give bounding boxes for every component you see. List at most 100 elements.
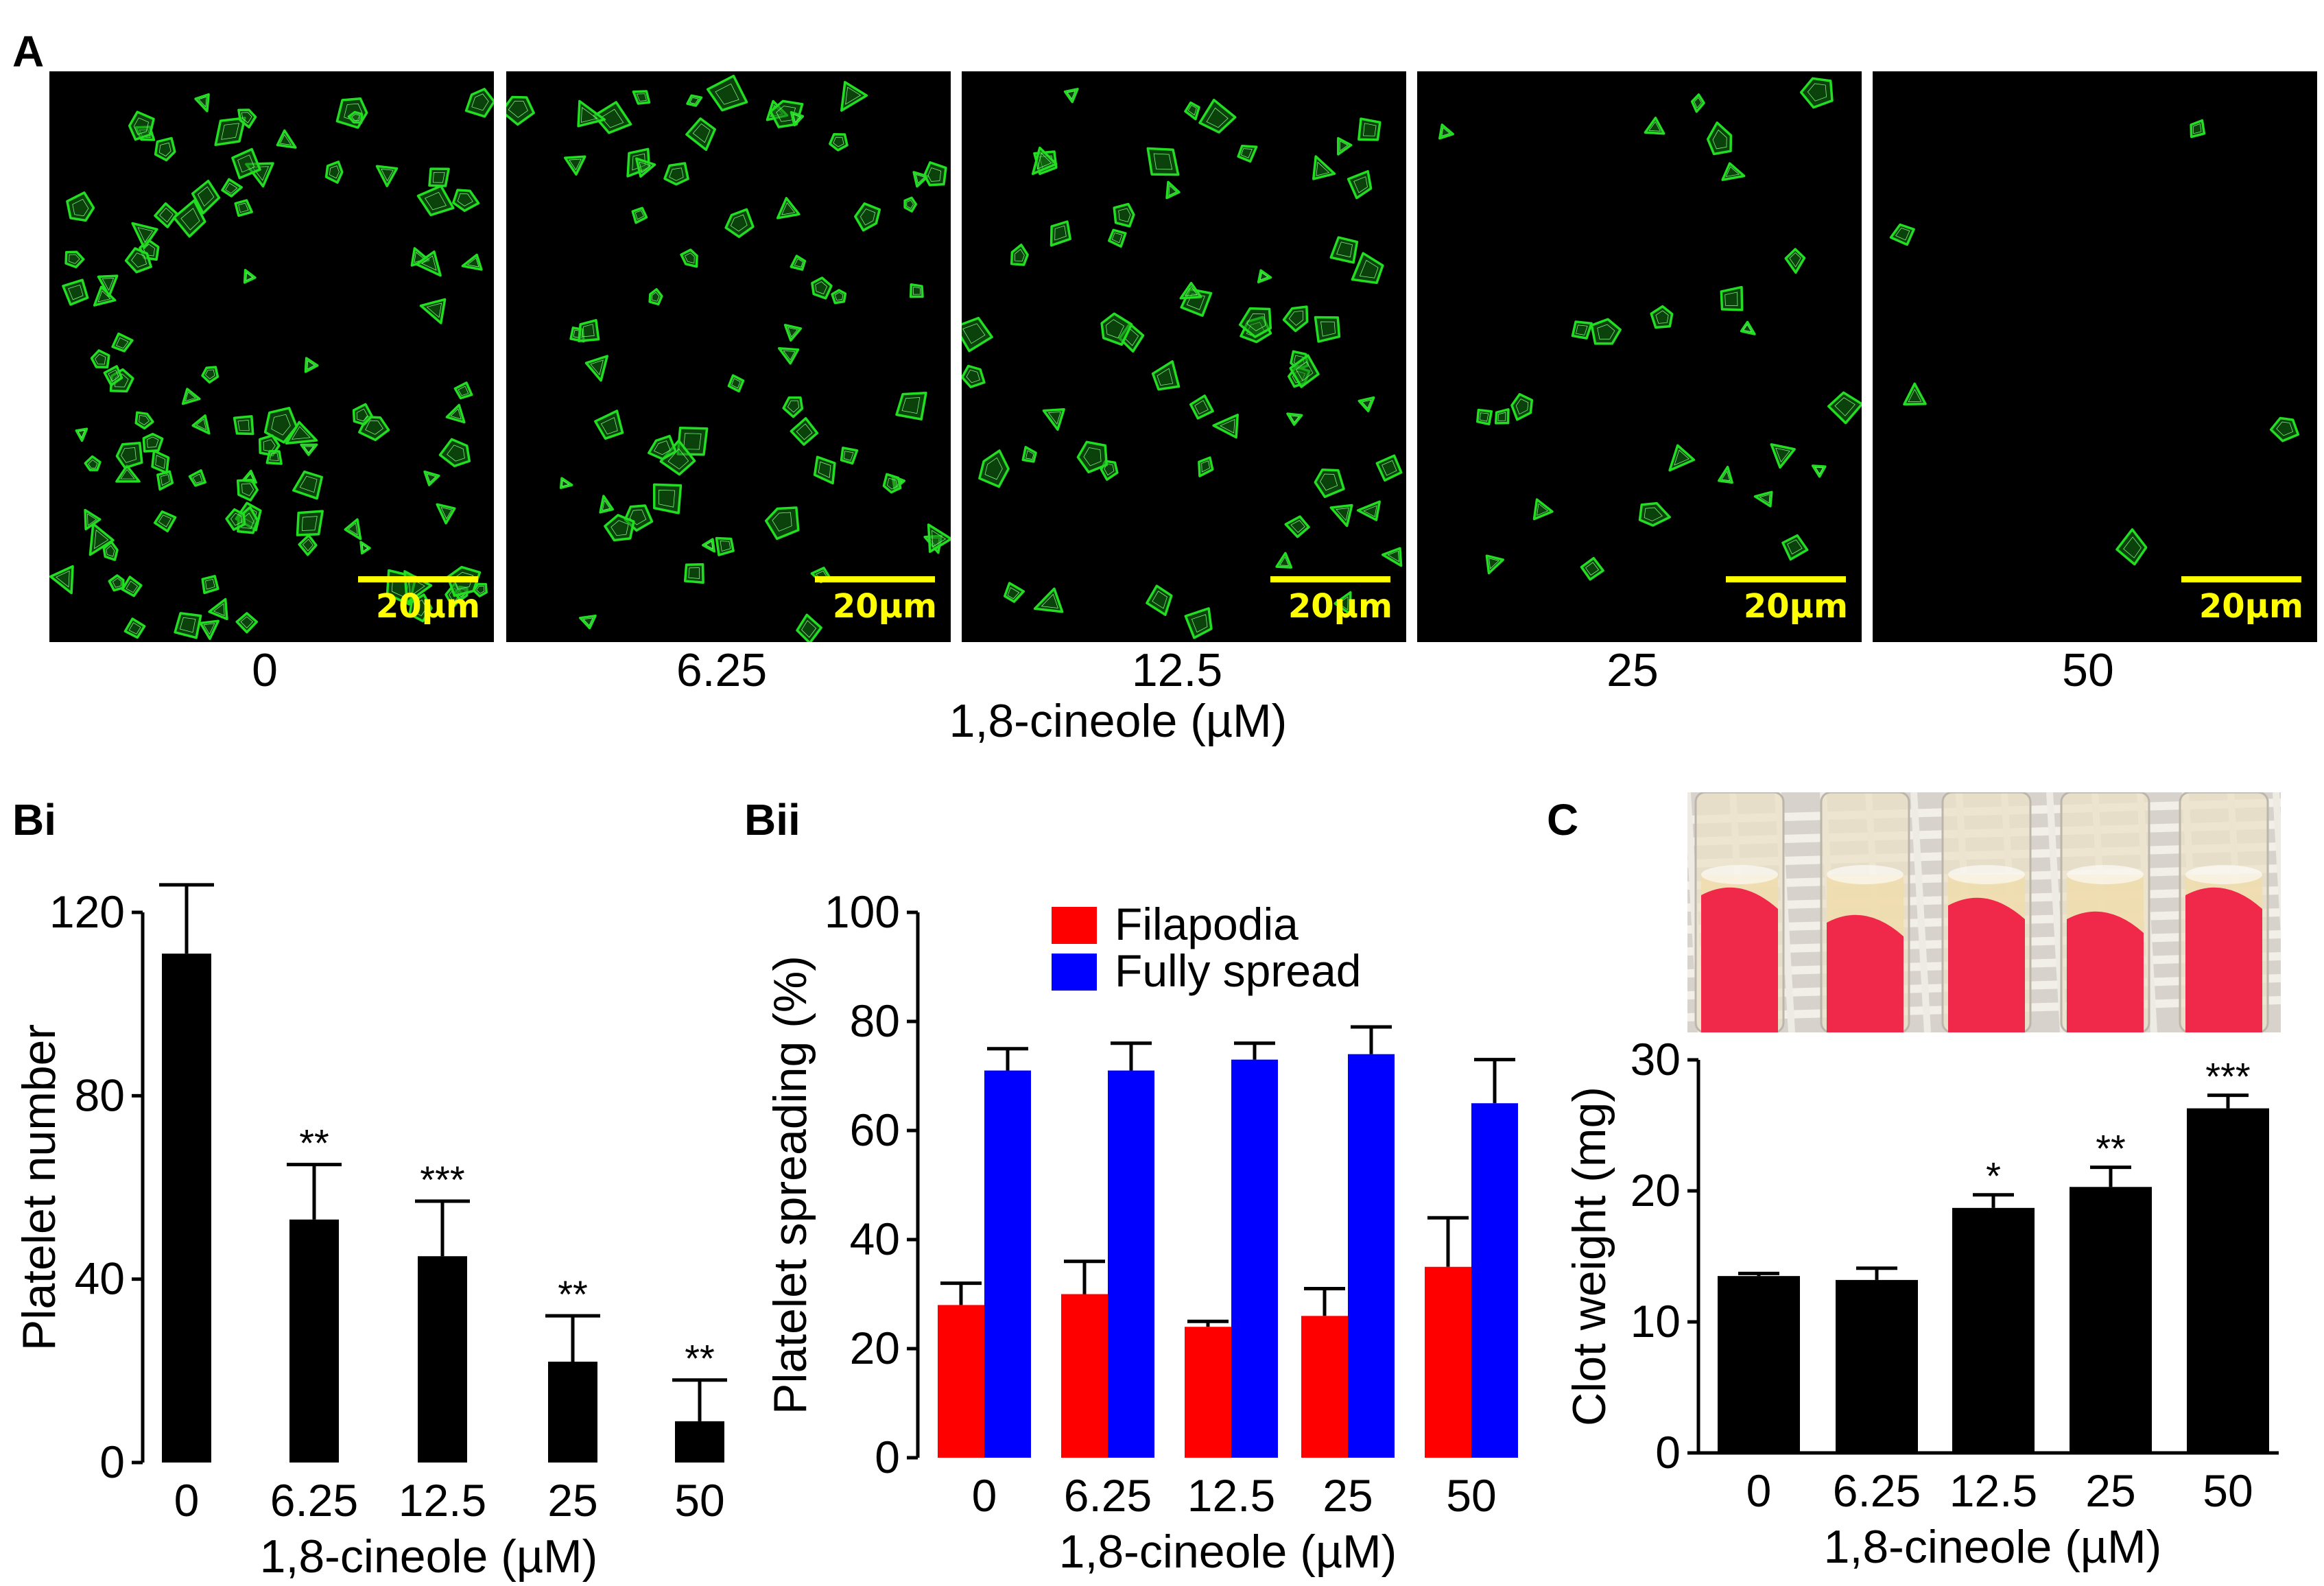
x-tick-label: 50 bbox=[2203, 1465, 2253, 1516]
y-tick-label: 120 bbox=[49, 886, 125, 937]
concentration-label: 12.5 bbox=[1131, 644, 1223, 696]
x-tick-label: 12.5 bbox=[399, 1475, 486, 1526]
bar bbox=[938, 1305, 984, 1458]
bar bbox=[1108, 1070, 1154, 1458]
x-tick-label: 0 bbox=[1746, 1465, 1772, 1516]
x-tick-label: 12.5 bbox=[1187, 1470, 1275, 1521]
x-tick-label: 6.25 bbox=[1064, 1470, 1152, 1521]
x-axis-label: 1,8-cineole (µM) bbox=[1059, 1526, 1397, 1578]
concentration-label: 6.25 bbox=[676, 644, 768, 696]
bar bbox=[1231, 1059, 1278, 1458]
scale-bar bbox=[815, 576, 935, 582]
bar bbox=[1185, 1327, 1231, 1458]
significance-label: *** bbox=[2205, 1055, 2250, 1098]
y-axis-label: Platelet spreading (%) bbox=[764, 956, 816, 1415]
significance-label: ** bbox=[558, 1273, 588, 1316]
x-axis-label: 1,8-cineole (µM) bbox=[260, 1530, 598, 1583]
bar bbox=[1061, 1294, 1108, 1458]
micrograph-panel: 20µm bbox=[49, 71, 494, 642]
micrograph-panel: 20µm bbox=[1873, 71, 2317, 642]
bar bbox=[1836, 1279, 1918, 1453]
platelet-cells-image bbox=[1889, 119, 2300, 566]
significance-label: ** bbox=[685, 1337, 715, 1380]
scale-bar bbox=[2181, 576, 2301, 582]
panel-letter-bi: Bi bbox=[12, 795, 56, 844]
concentration-label: 50 bbox=[2062, 644, 2114, 696]
scale-bar bbox=[358, 576, 478, 582]
concentration-label: 25 bbox=[1606, 644, 1659, 696]
bar bbox=[2070, 1187, 2152, 1453]
bar bbox=[1425, 1266, 1471, 1458]
y-tick-label: 0 bbox=[99, 1436, 125, 1487]
platelet-cells-image bbox=[962, 88, 1403, 639]
x-tick-label: 12.5 bbox=[1949, 1465, 2037, 1516]
bar bbox=[1471, 1103, 1518, 1458]
scale-bar-label: 20µm bbox=[1743, 587, 1848, 626]
legend-label: Filapodia bbox=[1115, 899, 1299, 949]
x-tick-label: 0 bbox=[972, 1470, 997, 1521]
scale-bar-label: 20µm bbox=[375, 587, 480, 626]
y-tick-label: 0 bbox=[1655, 1427, 1681, 1478]
y-tick-label: 0 bbox=[875, 1432, 900, 1482]
scale-bar bbox=[1270, 576, 1390, 582]
x-tick-label: 25 bbox=[547, 1475, 597, 1526]
x-axis-label: 1,8-cineole (µM) bbox=[1824, 1521, 2162, 1573]
panel-letter-c: C bbox=[1547, 795, 1579, 844]
bar bbox=[1718, 1276, 1800, 1453]
legend-swatch bbox=[1052, 907, 1097, 944]
significance-label: ** bbox=[299, 1122, 329, 1165]
y-tick-label: 40 bbox=[850, 1214, 900, 1264]
panel-letter-bii: Bii bbox=[744, 795, 801, 844]
y-tick-label: 80 bbox=[75, 1069, 125, 1120]
legend-swatch bbox=[1052, 954, 1097, 991]
x-tick-label: 50 bbox=[1446, 1470, 1496, 1521]
x-tick-label: 25 bbox=[1323, 1470, 1373, 1521]
bar bbox=[1301, 1316, 1348, 1458]
significance-label: *** bbox=[420, 1158, 464, 1201]
micrograph-panel: 20µm bbox=[506, 71, 951, 642]
scale-bar bbox=[1726, 576, 1846, 582]
scale-bar-label: 20µm bbox=[2198, 587, 2303, 626]
x-tick-label: 50 bbox=[674, 1475, 724, 1526]
legend-label: Fully spread bbox=[1115, 945, 1362, 996]
y-tick-label: 40 bbox=[75, 1253, 125, 1304]
bar bbox=[418, 1256, 467, 1463]
bar bbox=[1348, 1054, 1395, 1458]
x-tick-label: 6.25 bbox=[270, 1475, 358, 1526]
platelet-cells-image bbox=[49, 88, 494, 640]
x-tick-label: 0 bbox=[174, 1475, 200, 1526]
clot-tubes-photo bbox=[1687, 792, 2281, 1032]
bar bbox=[548, 1361, 597, 1463]
y-tick-label: 100 bbox=[825, 886, 900, 937]
significance-label: ** bbox=[2096, 1127, 2126, 1170]
bar bbox=[1952, 1207, 2035, 1453]
bar bbox=[675, 1421, 724, 1463]
y-axis-label: Platelet number bbox=[13, 1024, 65, 1351]
concentration-label: 0 bbox=[252, 644, 278, 696]
y-tick-label: 80 bbox=[850, 995, 900, 1046]
bar bbox=[984, 1070, 1031, 1458]
y-tick-label: 20 bbox=[850, 1323, 900, 1373]
y-tick-label: 60 bbox=[850, 1104, 900, 1155]
micrograph-panel: 20µm bbox=[1417, 71, 1862, 642]
micrograph-panel: 20µm bbox=[962, 71, 1406, 642]
platelet-cells-image bbox=[506, 74, 951, 642]
panel-letter-a: A bbox=[12, 27, 45, 76]
platelet-cells-image bbox=[1438, 77, 1862, 581]
y-tick-label: 30 bbox=[1631, 1036, 1681, 1085]
x-tick-label: 25 bbox=[2085, 1465, 2135, 1516]
x-tick-label: 6.25 bbox=[1833, 1465, 1921, 1516]
y-tick-label: 20 bbox=[1631, 1165, 1681, 1216]
significance-label: * bbox=[1986, 1155, 2001, 1198]
bar bbox=[289, 1219, 339, 1463]
scale-bar-label: 20µm bbox=[832, 587, 937, 626]
y-axis-label: Clot weight (mg) bbox=[1563, 1087, 1615, 1426]
scale-bar-label: 20µm bbox=[1288, 587, 1392, 626]
bar bbox=[162, 954, 211, 1463]
bar bbox=[2187, 1108, 2269, 1453]
panel-a-xlabel: 1,8-cineole (µM) bbox=[949, 695, 1288, 747]
y-tick-label: 10 bbox=[1631, 1296, 1681, 1347]
